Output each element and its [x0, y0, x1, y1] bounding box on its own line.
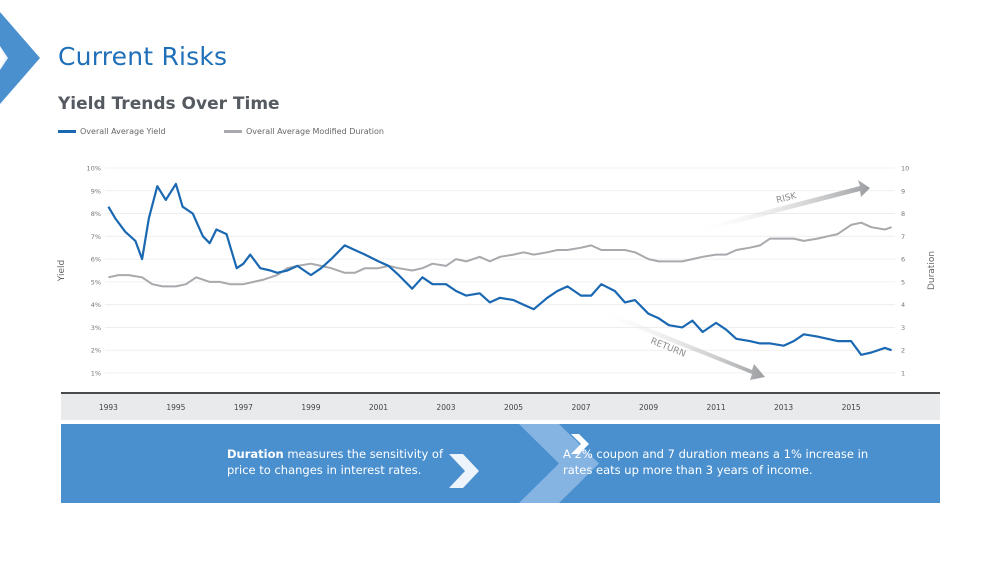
y-tick-label: 10%	[87, 165, 101, 173]
x-tick-label: 2007	[571, 403, 590, 412]
page-title: Current Risks	[58, 42, 228, 71]
double-chevron-icon	[449, 424, 599, 503]
x-tick-label: 2015	[842, 403, 861, 412]
y2-tick-label: 10	[901, 165, 909, 173]
chart-subtitle: Yield Trends Over Time	[58, 94, 280, 114]
y-tick-label: 6%	[91, 256, 101, 264]
yield-series-line	[107, 182, 892, 356]
y2-tick-label: 1	[901, 370, 905, 378]
x-tick-label: 2001	[369, 403, 388, 412]
y2-tick-label: 4	[901, 301, 905, 309]
legend-label-yield: Overall Average Yield	[80, 127, 166, 136]
y2-tick-label: 8	[901, 210, 905, 218]
x-tick-label: 2013	[774, 403, 793, 412]
duration-series-line	[108, 221, 892, 288]
x-tick-label: 2003	[436, 403, 455, 412]
x-tick-label: 1997	[234, 403, 253, 412]
y2-tick-label: 3	[901, 324, 905, 332]
y2-tick-label: 6	[901, 256, 905, 264]
y-tick-label: 3%	[91, 324, 101, 332]
yield-duration-chart: 1% 1 2% 2 3% 3 4% 4 5% 5 6% 6 7% 7 8% 8 9% 9 10% 10 Yield Dur…	[57, 165, 940, 420]
x-tick-label: 2009	[639, 403, 658, 412]
corner-chevron-icon	[0, 12, 40, 104]
legend-item-yield: Overall Average Yield	[58, 127, 166, 136]
y-tick-label: 9%	[91, 187, 101, 195]
return-arrow	[593, 307, 765, 380]
y-tick-label: 5%	[91, 278, 101, 286]
x-tick-label: 2005	[504, 403, 523, 412]
x-tick-label: 1999	[301, 403, 320, 412]
y2-tick-label: 5	[901, 278, 905, 286]
y-tick-label: 7%	[91, 233, 101, 241]
duration-definition: Duration measures the sensitivity of pri…	[227, 446, 457, 478]
legend-swatch-duration	[224, 130, 242, 133]
risk-arrow	[690, 180, 870, 234]
duration-term: Duration	[227, 447, 284, 461]
coupon-example: A 2% coupon and 7 duration means a 1% in…	[563, 447, 869, 477]
y-tick-label: 4%	[91, 301, 101, 309]
y-tick-label: 8%	[91, 210, 101, 218]
x-tick-label: 1995	[166, 403, 185, 412]
info-banner: Duration measures the sensitivity of pri…	[61, 424, 940, 503]
y2-tick-label: 2	[901, 347, 905, 355]
x-tick-label: 1993	[99, 403, 118, 412]
y-axis-title: Yield	[57, 260, 67, 282]
y-tick-label: 2%	[91, 347, 101, 355]
legend-item-duration: Overall Average Modified Duration	[224, 127, 384, 136]
legend-label-duration: Overall Average Modified Duration	[246, 127, 384, 136]
x-tick-label: 2011	[707, 403, 726, 412]
y2-tick-label: 7	[901, 233, 905, 241]
x-axis-band	[61, 393, 940, 420]
y2-axis-title: Duration	[927, 251, 937, 290]
legend-swatch-yield	[58, 130, 76, 133]
y2-tick-label: 9	[901, 187, 905, 195]
duration-definition-text: measures the sensitivity of price to cha…	[227, 447, 443, 477]
y-tick-label: 1%	[91, 370, 101, 378]
